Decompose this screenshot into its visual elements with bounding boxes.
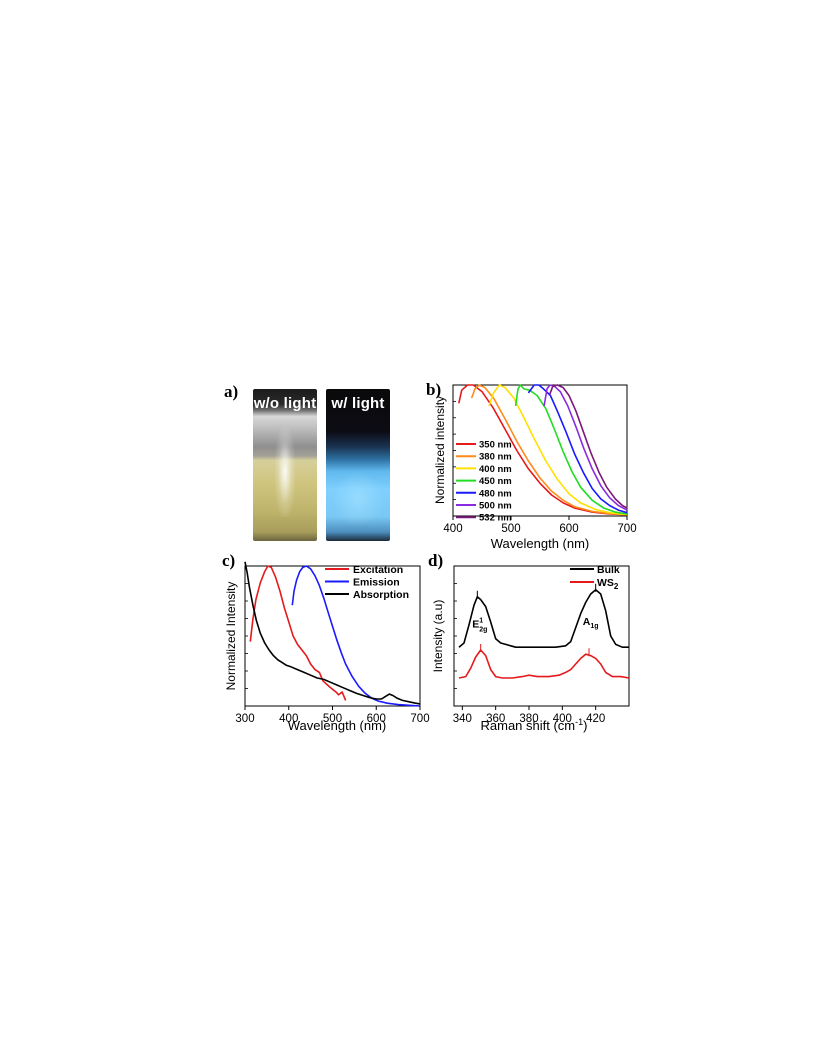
annotation-d-main-0: E (472, 619, 479, 631)
x-tick-label-c-3: 600 (367, 713, 386, 725)
x-tick-label-c-0: 300 (235, 713, 254, 725)
vial-glow (334, 473, 382, 525)
x-tick-label-b-1: 500 (501, 523, 520, 535)
chart-c-excitation-emission-absorption: 300 400 500 600 700 ExcitationEmissionAbsorp… (224, 561, 430, 733)
chart-c-lines (244, 561, 421, 707)
chart-c-ticks: 300 400 500 600 700 (235, 565, 430, 725)
legend-label-b-1: 380 nm (479, 452, 512, 463)
x-tick-label-c-4: 700 (410, 713, 429, 725)
legend-label-d-sub-1: 2 (614, 582, 619, 591)
photo-caption-with-light: w/ light (331, 395, 385, 412)
chart-d-lines (458, 589, 630, 679)
series-line-c-1 (291, 565, 421, 707)
series-line-c-2 (244, 561, 421, 705)
vial-highlight (275, 427, 295, 517)
x-tick-label-c-2: 500 (323, 713, 342, 725)
panel-label-a: a) (224, 382, 239, 401)
chart-b-ticks: 400 500 600 700 (443, 384, 637, 535)
chart-d-x-axis-title-sup: -1 (575, 717, 583, 727)
legend-label-c-1: Emission (353, 577, 400, 589)
annotation-d-sup-0: 1 (479, 618, 483, 625)
chart-c-x-axis-title: Wavelength (nm) (288, 718, 387, 733)
panel-label-d: d) (428, 551, 444, 570)
chart-d-x-axis-title-main: Raman shift (cm (481, 718, 576, 733)
annotation-d-sub-0: 2g (479, 627, 487, 634)
x-tick-label-d-0: 340 (453, 713, 472, 725)
chart-d-y-axis-title: Intensity (a.u) (431, 600, 445, 673)
chart-d-x-axis-title-close: ) (583, 718, 587, 733)
x-tick-label-b-0: 400 (443, 523, 462, 535)
series-line-d-0 (458, 589, 629, 648)
x-tick-label-d-1: 360 (486, 713, 505, 725)
legend-label-b-3: 450 nm (479, 476, 512, 487)
legend-label-b-6: 532 nm (479, 513, 512, 524)
chart-d-annotations: E1 2g A1g (472, 583, 599, 657)
series-line-c-0 (249, 565, 347, 701)
series-line-b-0 (458, 384, 628, 516)
chart-b-lines (458, 384, 628, 516)
x-tick-label-b-3: 700 (617, 523, 636, 535)
vial-photo-with-light: w/ light (326, 389, 390, 541)
chart-d-ticks: 340 360 380 400 420 (453, 565, 605, 725)
legend-label-d-main-0: Bulk (597, 564, 620, 576)
legend-label-b-5: 500 nm (479, 501, 512, 512)
legend-label-d-0: Bulk (597, 564, 620, 576)
legend-label-d-main-1: WS (597, 577, 614, 589)
series-line-b-4 (527, 384, 628, 514)
annotation-d-main-1: A (583, 616, 591, 628)
series-line-b-5 (543, 384, 628, 511)
legend-label-c-0: Excitation (353, 564, 403, 576)
annotation-d-sub-1: 1g (590, 623, 598, 630)
x-tick-label-d-4: 420 (586, 713, 605, 725)
annotation-d-1: A1g (583, 616, 599, 630)
panel-label-c: c) (222, 551, 236, 570)
panel-label-b: b) (426, 380, 442, 399)
chart-b-x-axis-title: Wavelength (nm) (491, 536, 590, 551)
series-line-b-1 (470, 384, 628, 516)
chart-c-y-axis-title: Normalized Intensity (224, 582, 238, 691)
chart-b-y-axis-title: Normalized intensity (433, 396, 447, 504)
x-tick-label-b-2: 600 (559, 523, 578, 535)
x-tick-label-d-2: 380 (519, 713, 538, 725)
legend-label-d-1: WS2 (597, 577, 619, 591)
chart-d-x-axis-title: Raman shift (cm-1) (481, 717, 588, 733)
annotation-d-0: E1 2g (472, 618, 487, 634)
legend-label-c-2: Absorption (353, 589, 409, 601)
legend-label-b-4: 480 nm (479, 488, 512, 499)
vial-photo-without-light: w/o light (253, 389, 317, 541)
photo-caption-without-light: w/o light (253, 395, 317, 412)
series-line-b-3 (514, 384, 628, 515)
series-line-d-1 (458, 649, 630, 679)
series-line-b-2 (488, 384, 628, 516)
legend-label-b-2: 400 nm (479, 464, 512, 475)
x-tick-label-c-1: 400 (279, 713, 298, 725)
series-line-b-6 (548, 384, 628, 509)
x-tick-label-d-3: 400 (553, 713, 572, 725)
legend-label-b-0: 350 nm (479, 440, 512, 451)
